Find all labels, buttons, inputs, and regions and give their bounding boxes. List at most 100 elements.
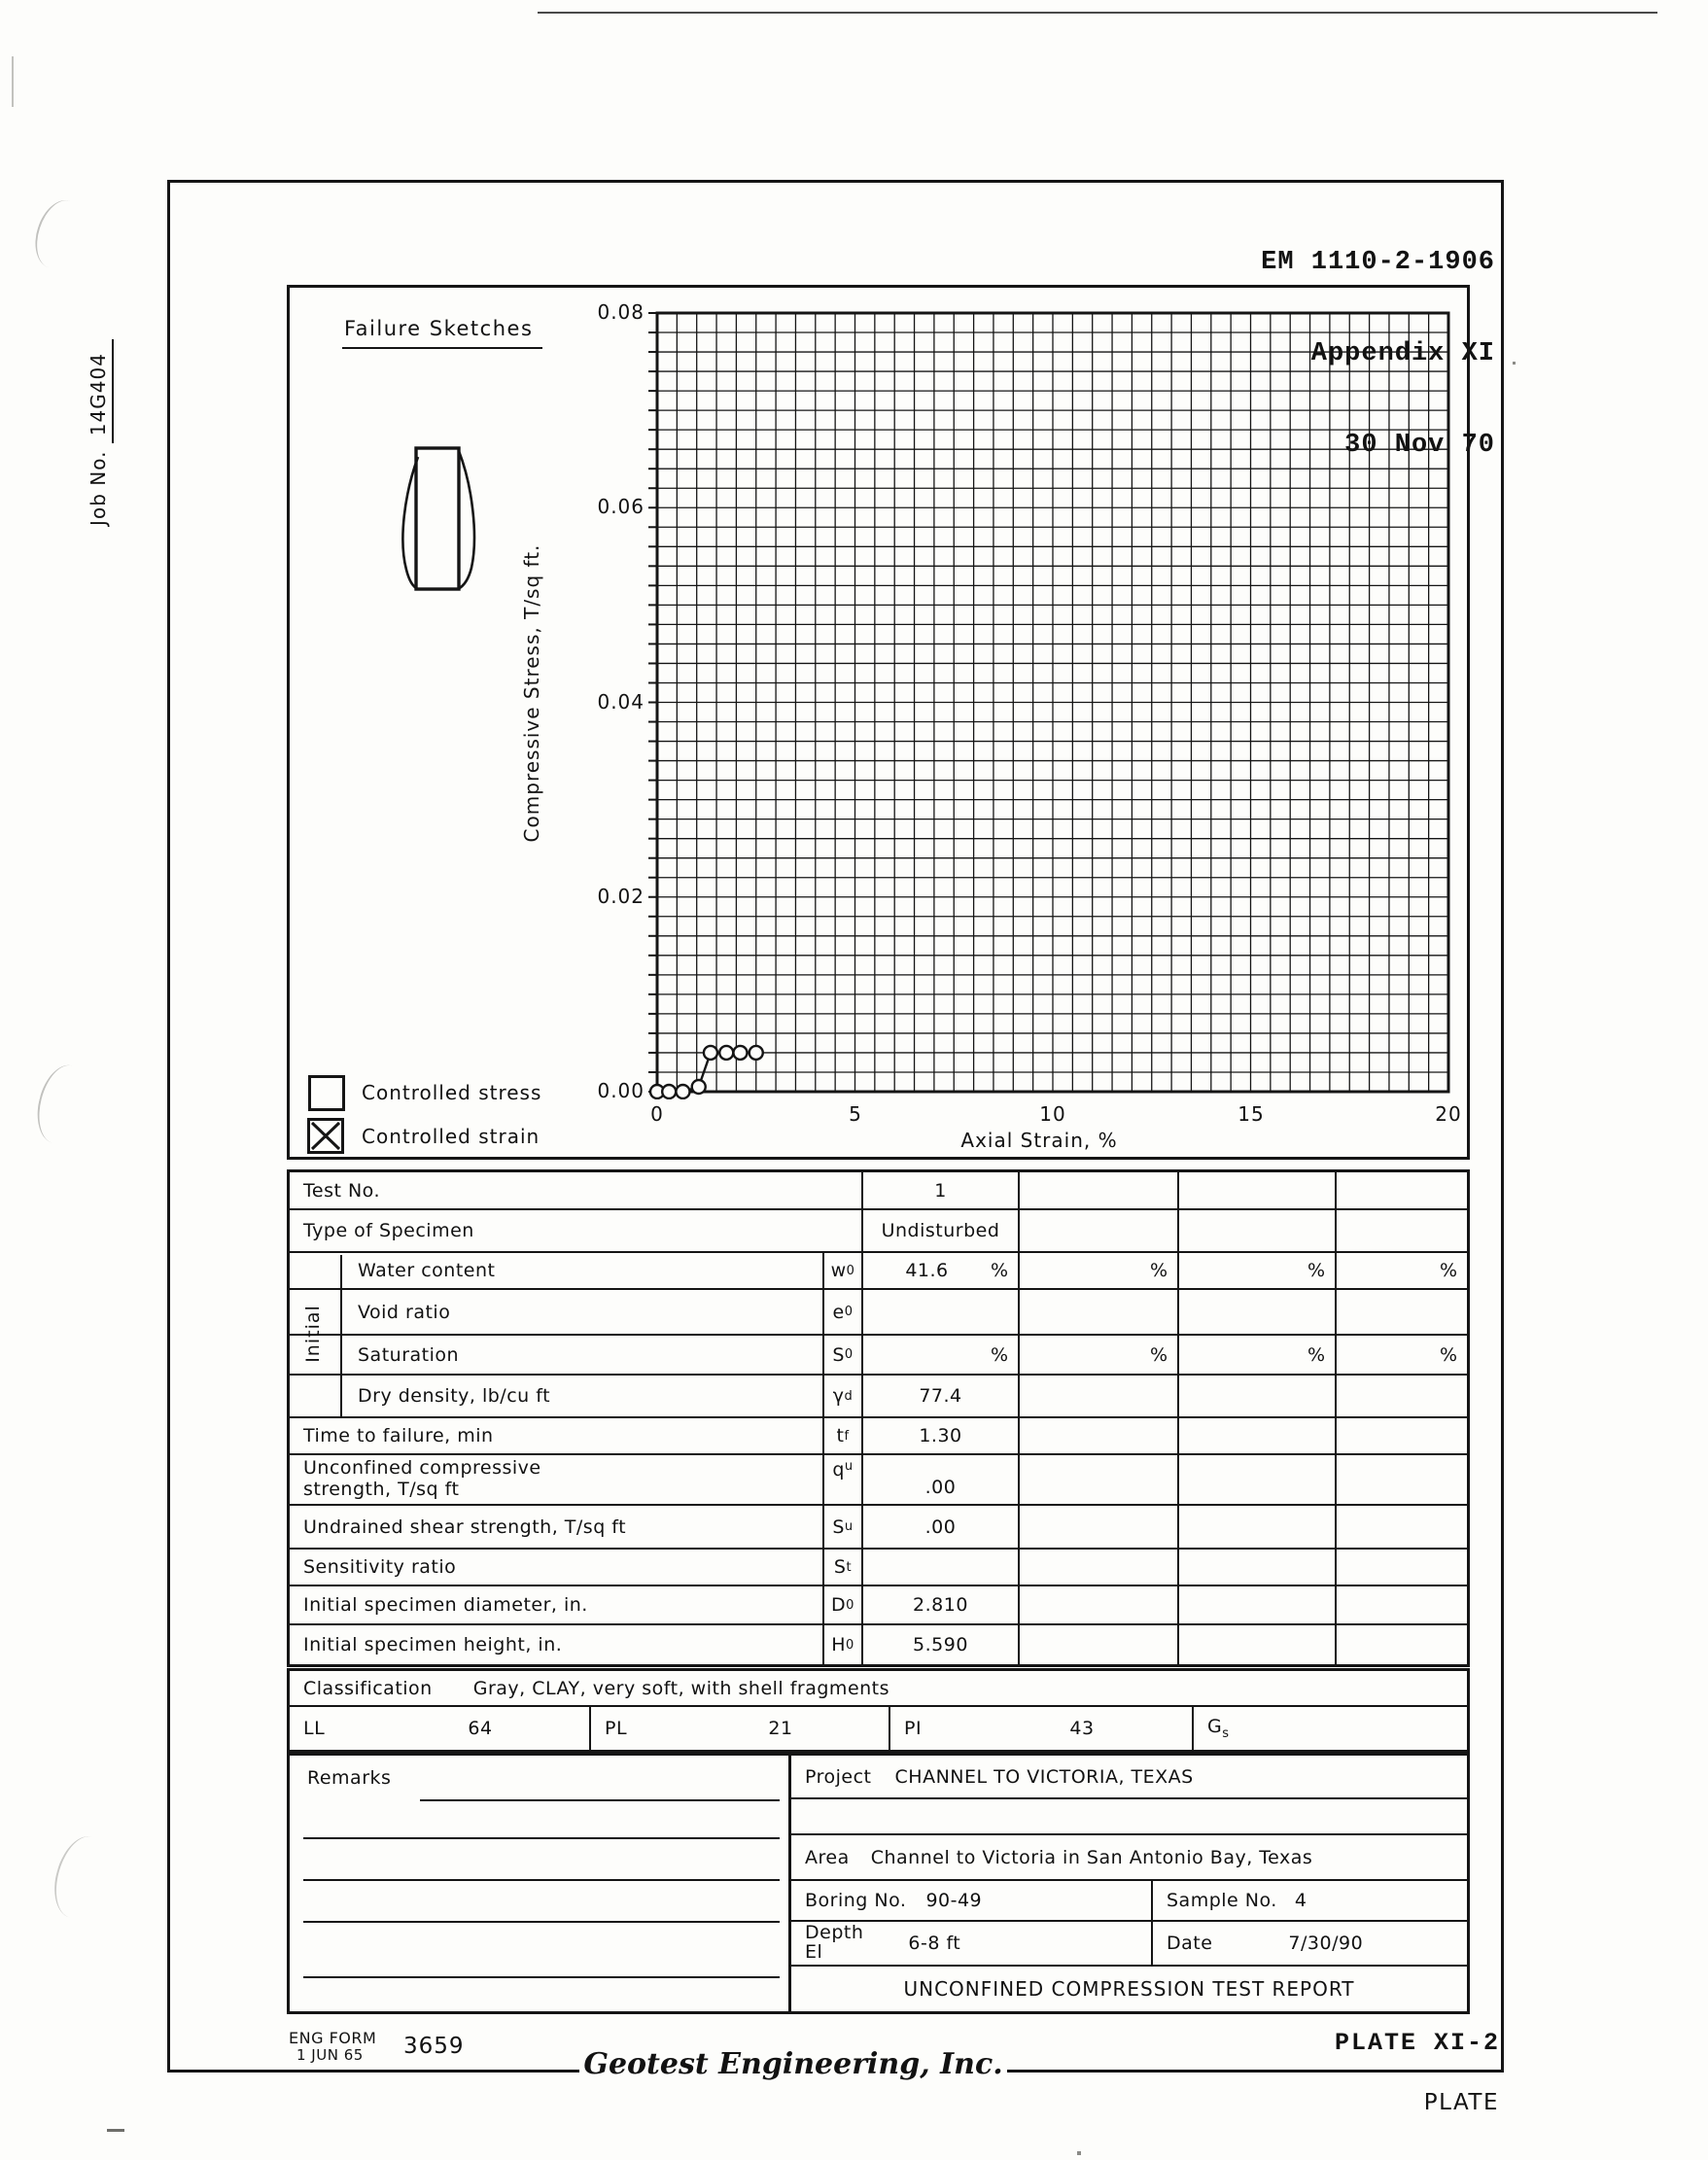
initial-group-label: Initial	[302, 1305, 324, 1363]
cell-value: .00	[863, 1506, 1020, 1548]
cell-value: %	[1440, 1343, 1458, 1366]
form-bottom-border-right	[1007, 2070, 1504, 2073]
row-label: Dry density, lb/cu ft	[290, 1376, 824, 1416]
row-label: Sensitivity ratio	[290, 1550, 824, 1585]
gs-cell: Gs	[1194, 1707, 1467, 1750]
project-label: Project	[805, 1765, 872, 1788]
cell-value	[1179, 1376, 1337, 1416]
date-cell: Date 7/30/90	[1153, 1922, 1467, 1965]
cell-value: 2.810	[863, 1586, 1020, 1623]
cell-value: 5.590	[863, 1625, 1020, 1664]
remarks-label: Remarks	[307, 1767, 392, 1789]
row-label: Water content	[290, 1253, 824, 1288]
cell-value: 1	[863, 1172, 1020, 1208]
cell-value	[1337, 1455, 1467, 1504]
cell-value	[1020, 1586, 1179, 1623]
failure-sketches-title: Failure Sketches	[342, 317, 543, 349]
row-label: Initial specimen height, in.	[290, 1625, 824, 1664]
cell-value: %	[1179, 1253, 1337, 1288]
cell-value: .00	[863, 1455, 1020, 1504]
legend-checkbox-controlled-strain	[307, 1118, 344, 1154]
cell-value: %	[863, 1336, 1020, 1374]
pi-label: PI	[904, 1718, 923, 1739]
report-title: UNCONFINED COMPRESSION TEST REPORT	[903, 1977, 1355, 2001]
cell-value	[1020, 1455, 1179, 1504]
scan-artifact	[29, 1060, 95, 1149]
cell-value	[1337, 1172, 1467, 1208]
x-tick-label: 10	[1039, 1102, 1066, 1126]
y-tick-label: 0.02	[597, 885, 645, 908]
eng-form-line1: ENG FORM	[289, 2029, 377, 2047]
page-top-rule	[538, 12, 1657, 14]
pl-value: 21	[768, 1718, 793, 1739]
chart-panel-border	[287, 285, 1470, 1160]
remarks-box: Remarks	[290, 1756, 791, 2011]
cell-value	[1179, 1455, 1337, 1504]
y-tick-label: 0.06	[597, 495, 645, 518]
atterberg-row: LL 64 PL 21 PI 43 Gs	[290, 1707, 1467, 1750]
area-label: Area	[805, 1846, 850, 1868]
cell-value: %	[1020, 1253, 1179, 1288]
scan-artifact	[1077, 2151, 1081, 2155]
cell-value	[1179, 1625, 1337, 1664]
remarks-blank-line	[420, 1799, 780, 1801]
gs-label: Gs	[1207, 1716, 1230, 1741]
cell-value	[1020, 1172, 1179, 1208]
row-label: Type of Specimen	[290, 1210, 863, 1251]
cell-value: 77.4	[863, 1376, 1020, 1416]
scan-artifact	[1513, 362, 1516, 365]
date-value: 7/30/90	[1288, 1933, 1364, 1954]
x-tick-label: 0	[650, 1102, 664, 1126]
cell-value	[1337, 1290, 1467, 1334]
boring-sample-row: Boring No. 90-49 Sample No. 4	[791, 1881, 1467, 1922]
x-tick-label: 5	[849, 1102, 862, 1126]
x-mark-icon	[310, 1121, 341, 1151]
plate-word: PLATE	[1423, 2090, 1499, 2115]
depth-label: Depth El	[805, 1922, 864, 1963]
cell-value	[1337, 1625, 1467, 1664]
cell-value	[1179, 1586, 1337, 1623]
scan-artifact	[27, 193, 91, 275]
y-tick-label: 0.08	[597, 300, 645, 324]
x-axis-title: Axial Strain, %	[960, 1129, 1118, 1152]
sample-label: Sample No.	[1167, 1890, 1277, 1911]
scan-artifact	[12, 56, 14, 107]
form-outer-border	[167, 180, 1504, 2073]
sample-value: 4	[1294, 1890, 1307, 1911]
eng-form-block: ENG FORM 1 JUN 65	[289, 2030, 376, 2063]
legend-label-controlled-stress: Controlled stress	[362, 1081, 542, 1104]
cell-value	[1020, 1506, 1179, 1548]
job-number-label: Job No.	[87, 450, 110, 526]
cell-value: 1.30	[863, 1418, 1020, 1453]
classification-table: Classification Gray, CLAY, very soft, wi…	[287, 1668, 1470, 1753]
ll-cell: LL 64	[290, 1707, 591, 1750]
job-number-value: 14G404	[87, 339, 114, 444]
cell-value: %	[1440, 1260, 1458, 1281]
classification-label: Classification	[303, 1677, 433, 1699]
row-label: Test No.	[290, 1172, 863, 1208]
cell-value	[1020, 1210, 1179, 1251]
form-bottom-border-left	[167, 2070, 579, 2073]
cell-value	[1337, 1586, 1467, 1623]
cell-value	[1020, 1625, 1179, 1664]
cell-value: Undisturbed	[863, 1210, 1020, 1251]
area-row: Area Channel to Victoria in San Antonio …	[791, 1835, 1467, 1881]
cell-value	[1337, 1550, 1467, 1585]
table-row-test-no: Test No. 1	[290, 1172, 1467, 1210]
cell-value	[1179, 1172, 1337, 1208]
boring-cell: Boring No. 90-49	[791, 1881, 1153, 1920]
depth-value: 6-8 ft	[908, 1933, 961, 1954]
cell-value	[1179, 1550, 1337, 1585]
y-axis-title: Compressive Stress, T/sq ft.	[520, 543, 543, 843]
cell-value: 41.6%	[863, 1253, 1020, 1288]
